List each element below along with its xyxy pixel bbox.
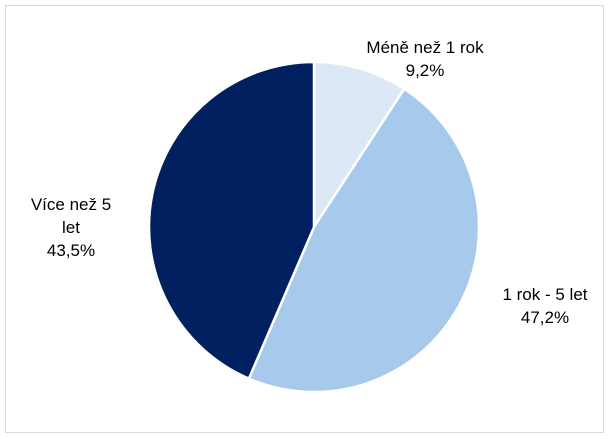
- slice-name-label: Více než 5: [31, 195, 111, 214]
- slice-value-label: 47,2%: [521, 308, 569, 327]
- pie-slice-1: [312, 60, 406, 229]
- slice-name-label: Méně než 1 rok: [366, 38, 484, 57]
- slice-name-label: 1 rok - 5 let: [502, 285, 587, 304]
- chart-area: Méně než 1 rok 9,2% 1 rok - 5 let 47,2% Více…: [5, 5, 604, 433]
- slice-value-label: 9,2%: [406, 61, 445, 80]
- slice-value-label: 43,5%: [47, 241, 95, 260]
- slice-name-label: let: [62, 218, 80, 237]
- slice-label-3: Více než 5 let 43,5%: [31, 195, 111, 260]
- pie-chart: Méně než 1 rok 9,2% 1 rok - 5 let 47,2% Více…: [31, 38, 588, 394]
- slice-label-2: 1 rok - 5 let 47,2%: [502, 285, 587, 327]
- pie-slice-3: [147, 60, 316, 380]
- slice-label-1: Méně než 1 rok 9,2%: [366, 38, 484, 80]
- pie-slice-2: [247, 87, 481, 394]
